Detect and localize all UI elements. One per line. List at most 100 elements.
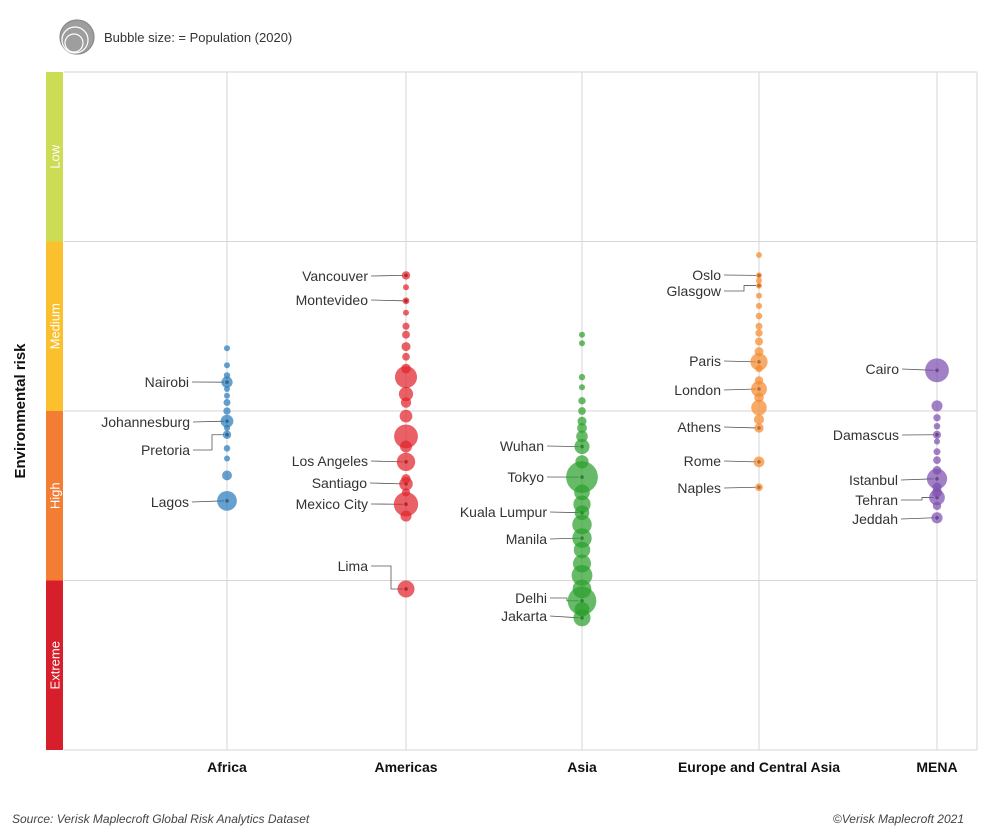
leader-line: [370, 299, 404, 302]
bubble-point: [578, 407, 586, 415]
bubble-point: [224, 362, 230, 369]
bubble-lima: [397, 580, 415, 598]
city-label-glasgow: Glasgow: [667, 283, 722, 299]
bubble-point: [578, 373, 586, 381]
bubble-pretoria: [222, 430, 232, 439]
bubble-cairo: [925, 358, 949, 383]
bubble-point: [403, 309, 409, 316]
bubble-point: [222, 470, 232, 481]
bubble-london: [751, 381, 767, 397]
city-label-vancouver: Vancouver: [302, 268, 368, 284]
legend-bubble-icon: [61, 26, 89, 54]
bubble-point: [224, 455, 230, 462]
bubble-point: [933, 414, 941, 422]
city-label-wuhan: Wuhan: [500, 438, 544, 454]
bubble-point: [572, 579, 592, 599]
bubble-point: [755, 364, 763, 373]
bubble-montevideo: [402, 297, 410, 305]
category-label: MENA: [916, 759, 957, 775]
bubble-point: [753, 414, 765, 425]
bubbles: [217, 252, 949, 627]
city-label-athens: Athens: [677, 419, 721, 435]
bubble-vancouver: [401, 271, 411, 280]
city-label-manila: Manila: [506, 531, 547, 547]
bubble-point: [756, 277, 762, 284]
risk-band-label: Medium: [48, 303, 63, 349]
risk-band-label: Low: [48, 144, 63, 168]
city-label-naples: Naples: [677, 480, 721, 496]
bubble-nairobi: [221, 376, 233, 388]
bubble-oslo: [756, 272, 762, 279]
city-label-los-angeles: Los Angeles: [292, 453, 368, 469]
bubble-point: [754, 376, 764, 385]
bubble-point: [224, 385, 230, 392]
category-axis: Africa Americas Asia Europe and Central Asi…: [207, 759, 957, 775]
bubble-point: [755, 329, 763, 337]
city-label-tehran: Tehran: [855, 492, 898, 508]
bubble-point: [756, 252, 762, 259]
bubble-point: [401, 363, 411, 374]
bubble-point: [579, 331, 585, 338]
city-label-santiago: Santiago: [312, 475, 367, 491]
city-labels: Nairobi Johannesburg Pretoria Lagos Vancouve…: [101, 267, 899, 624]
source-note: Source: Verisk Maplecroft Global Risk An…: [12, 812, 310, 826]
leader-line: [900, 517, 935, 520]
bubble-point: [399, 409, 413, 423]
bubble-point: [394, 424, 418, 449]
city-label-lima: Lima: [338, 558, 369, 574]
city-label-cairo: Cairo: [866, 361, 900, 377]
bubble-point: [755, 302, 763, 309]
city-label-london: London: [674, 382, 721, 398]
category-label: Americas: [374, 759, 437, 775]
bubble-point: [401, 474, 411, 484]
bubble-istanbul: [926, 468, 948, 489]
bubble-point: [223, 372, 231, 379]
leader-line: [723, 426, 757, 429]
city-label-nairobi: Nairobi: [145, 374, 189, 390]
bubble-point: [400, 440, 412, 453]
bubble-jeddah: [931, 512, 943, 524]
plot-grid: [64, 71, 978, 751]
legend-bubble-icon: [64, 33, 84, 53]
bubble-athens: [754, 423, 764, 433]
bubble-manila: [572, 528, 592, 548]
bubble-point: [573, 541, 591, 559]
bubble-point: [575, 455, 589, 469]
bubble-point: [574, 601, 590, 617]
bubble-point: [933, 422, 941, 430]
bubble-size-legend-icon: [59, 19, 95, 55]
bubble-point: [572, 514, 592, 535]
bubble-point: [933, 448, 941, 456]
bubble-point: [932, 465, 942, 475]
city-label-lagos: Lagos: [151, 494, 189, 510]
city-label-jeddah: Jeddah: [852, 511, 898, 527]
bubble-wuhan: [574, 439, 590, 455]
bubble-point: [224, 345, 230, 352]
category-label: Europe and Central Asia: [678, 759, 840, 775]
y-axis-label: Environmental risk: [12, 343, 29, 479]
city-label-johannesburg: Johannesburg: [101, 414, 190, 430]
bubble-point: [574, 484, 590, 501]
city-label-pretoria: Pretoria: [141, 442, 190, 458]
bubble-point: [400, 510, 412, 522]
city-label-rome: Rome: [684, 453, 722, 469]
risk-band-medium: [46, 241, 63, 411]
bubble-point: [401, 488, 411, 497]
label-leader-lines: [191, 273, 939, 620]
bubble-point: [577, 423, 587, 433]
risk-band-extreme: [46, 580, 63, 750]
leader-line: [370, 275, 404, 277]
leader-line: [371, 565, 403, 590]
bubble-point: [402, 330, 410, 339]
bubble-point: [931, 400, 943, 412]
bubble-point: [755, 312, 763, 320]
bubble-point: [932, 482, 942, 492]
bubble-point: [400, 397, 412, 408]
city-label-montevideo: Montevideo: [296, 292, 369, 308]
bubble-point: [579, 384, 585, 391]
leader-line: [546, 445, 580, 447]
leader-line: [723, 388, 757, 391]
leader-line: [549, 511, 580, 514]
bubble-point: [403, 284, 409, 291]
bubble-point: [755, 322, 763, 330]
